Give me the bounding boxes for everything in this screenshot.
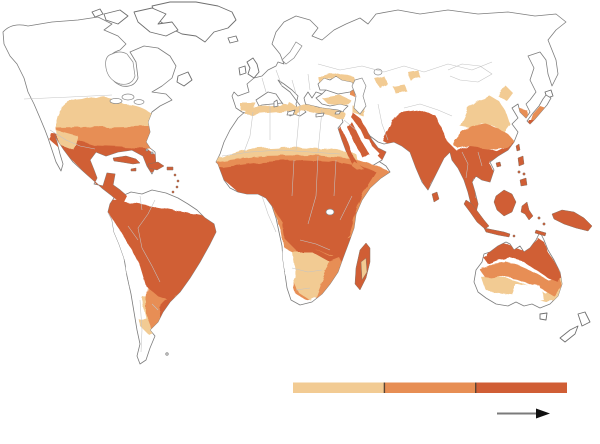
- great-lake-1: [109, 98, 123, 104]
- caspian-sea: [351, 77, 367, 115]
- puerto-rico: [166, 166, 174, 171]
- new-zealand-north: [577, 311, 591, 327]
- arctic-island: [103, 9, 129, 25]
- tropical-islands: [112, 99, 593, 356]
- antilles-1: [173, 173, 177, 177]
- baffin-island: [133, 7, 179, 37]
- moluccas-1: [537, 216, 541, 220]
- visayas-1: [517, 170, 521, 174]
- south-america-heat-overlay: [108, 198, 216, 334]
- inland-seas: [105, 41, 383, 216]
- great-britain: [246, 57, 260, 79]
- outline-landmasses: [91, 1, 591, 343]
- antilles-2: [176, 179, 180, 183]
- hispaniola: [147, 161, 165, 171]
- ireland: [238, 65, 247, 76]
- timor: [534, 229, 547, 237]
- iceland: [227, 35, 239, 44]
- legend-divider-1: [383, 382, 386, 393]
- world-map: [2, 1, 593, 365]
- great-lake-3: [133, 99, 145, 105]
- moluccas-2: [542, 222, 546, 226]
- cuba: [112, 155, 141, 165]
- hainan: [495, 161, 502, 168]
- borneo: [493, 189, 517, 217]
- legend-divider-2: [475, 382, 477, 393]
- legend-colorbar: [293, 382, 567, 393]
- newfoundland: [176, 71, 193, 87]
- arctic-island-small: [91, 8, 104, 18]
- new-zealand-south: [559, 325, 579, 343]
- bali-lombok: [512, 234, 516, 238]
- intensity-direction-arrow: [497, 408, 550, 419]
- luzon: [517, 155, 525, 167]
- baltic-sea: [281, 41, 303, 65]
- tasmania: [539, 312, 548, 321]
- sri-lanka: [431, 191, 440, 203]
- sulawesi: [520, 201, 534, 221]
- legend-segment-low: [293, 382, 385, 393]
- legend-segment-medium: [384, 382, 476, 393]
- australia-heat-overlay: [480, 238, 562, 303]
- africa-heat-overlay: [216, 103, 390, 304]
- antilles-4: [171, 190, 175, 194]
- jamaica: [130, 167, 137, 172]
- legend-segment-high: [475, 382, 567, 393]
- java: [483, 227, 511, 238]
- mindanao: [519, 177, 528, 187]
- country-borders: [23, 61, 493, 353]
- hudson-bay: [105, 51, 136, 85]
- great-lake-2: [121, 93, 135, 101]
- sumatra: [463, 199, 490, 230]
- madagascar-interior: [360, 257, 368, 281]
- new-guinea: [551, 209, 593, 232]
- arrow-right-icon: [536, 408, 550, 419]
- aral-sea: [373, 68, 383, 76]
- taiwan: [515, 143, 521, 152]
- visayas-2: [522, 172, 526, 176]
- eurasia-heat-overlay: [240, 70, 528, 212]
- small-outline-islands: [145, 99, 342, 356]
- lake-victoria: [325, 208, 335, 216]
- antilles-3: [175, 185, 179, 189]
